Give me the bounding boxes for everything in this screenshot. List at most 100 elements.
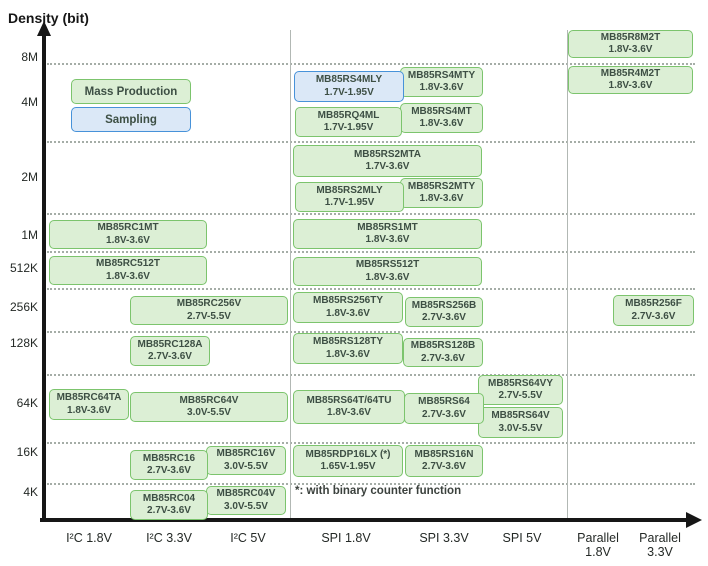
y-axis-line	[42, 34, 46, 522]
product-name: MB85RS64V	[491, 410, 550, 422]
product-box: MB85RC256V 2.7V-5.5V	[130, 296, 288, 325]
product-name: MB85RS1MT	[357, 221, 418, 233]
footnote: *: with binary counter function	[295, 485, 462, 497]
product-box: MB85RC512T 1.8V-3.6V	[49, 256, 207, 285]
product-voltage: 2.7V-3.6V	[422, 312, 466, 323]
product-box: MB85R256F 2.7V-3.6V	[613, 295, 694, 326]
product-box: MB85RS2MLY 1.7V-1.95V	[295, 182, 404, 212]
y-tick-label: 2M	[21, 170, 38, 184]
x-tick-label: Parallel 1.8V	[577, 531, 619, 560]
product-voltage: 1.7V-3.6V	[365, 161, 410, 172]
product-box: MB85RS256B 2.7V-3.6V	[405, 297, 483, 327]
density-gridline	[47, 374, 695, 376]
product-box: MB85RC64TA 1.8V-3.6V	[49, 389, 129, 420]
chart-title: Density (bit)	[8, 10, 89, 26]
product-voltage: 1.7V-1.95V	[324, 197, 375, 208]
y-tick-label: 8M	[21, 50, 38, 64]
density-gridline	[47, 442, 695, 444]
product-name: MB85RS4MT	[411, 105, 472, 117]
product-name: MB85RDP16LX (*)	[305, 448, 391, 460]
product-box: MB85RC04V 3.0V-5.5V	[206, 486, 286, 515]
product-box: MB85RC64V 3.0V-5.5V	[130, 392, 288, 422]
y-tick-label: 16K	[16, 445, 38, 459]
product-box: MB85RC1MT 1.8V-3.6V	[49, 220, 207, 249]
product-name: MB85RS64	[418, 396, 470, 408]
product-name: MB85RQ4ML	[317, 109, 380, 121]
x-tick-label: SPI 3.3V	[419, 531, 469, 545]
product-voltage: 1.8V-3.6V	[608, 80, 653, 91]
product-voltage: 1.8V-3.6V	[106, 234, 150, 246]
product-name: MB85RS2MTA	[353, 148, 422, 160]
density-gridline	[47, 213, 695, 215]
x-tick-label: SPI 1.8V	[321, 531, 371, 545]
product-box: MB85RS64 2.7V-3.6V	[404, 393, 484, 424]
product-name: MB85RS512T	[355, 259, 420, 271]
product-box: MB85RS512T 1.8V-3.6V	[293, 257, 482, 286]
product-voltage: 2.7V-3.6V	[147, 505, 191, 516]
product-name: MB85RC1MT	[97, 222, 159, 234]
product-voltage: 2.7V-3.6V	[148, 351, 192, 362]
product-voltage: 1.8V-3.6V	[327, 407, 371, 418]
y-tick-label: 64K	[16, 396, 38, 410]
legend-mass-production-label: Mass Production	[84, 85, 178, 98]
y-tick-label: 256K	[9, 300, 38, 314]
product-box: MB85RS1MT 1.8V-3.6V	[293, 219, 482, 249]
x-axis-line	[40, 518, 686, 522]
product-name: MB85RC128A	[137, 338, 203, 350]
product-box: MB85RC16 2.7V-3.6V	[130, 450, 208, 480]
product-voltage: 3.0V-5.5V	[224, 500, 268, 512]
product-voltage: 1.8V-3.6V	[67, 404, 111, 416]
product-name: MB85RS128TY	[312, 336, 384, 348]
product-box: MB85RS128TY 1.8V-3.6V	[293, 333, 403, 364]
product-box: MB85RS2MTY 1.8V-3.6V	[400, 178, 483, 208]
product-box: MB85RS64T/64TU 1.8V-3.6V	[293, 390, 405, 424]
product-voltage: 3.0V-5.5V	[224, 460, 268, 472]
y-tick-label: 128K	[9, 336, 38, 350]
product-voltage: 1.8V-3.6V	[326, 307, 370, 319]
product-box: MB85RS16N 2.7V-3.6V	[405, 445, 483, 477]
product-name: MB85RS128B	[410, 340, 476, 352]
density-gridline	[47, 63, 695, 65]
product-name: MB85RC04	[142, 492, 196, 504]
y-tick-label: 512K	[9, 261, 38, 275]
product-voltage: 2.7V-5.5V	[498, 390, 543, 401]
product-voltage: 1.8V-3.6V	[365, 234, 410, 245]
x-tick-label: I²C 1.8V	[66, 531, 112, 545]
product-name: MB85RS4MTY	[407, 69, 476, 81]
x-tick-label: I²C 3.3V	[146, 531, 192, 545]
product-voltage: 1.65V-1.95V	[320, 461, 376, 472]
product-box: MB85RS4MT 1.8V-3.6V	[400, 103, 483, 133]
product-name: MB85RC16V	[216, 448, 276, 460]
product-voltage: 2.7V-3.6V	[421, 352, 465, 364]
product-voltage: 3.0V-5.5V	[187, 407, 231, 418]
product-box: MB85RS64VY 2.7V-5.5V	[478, 375, 563, 405]
product-voltage: 1.8V-3.6V	[419, 193, 464, 204]
product-name: MB85RC512T	[96, 258, 160, 270]
product-name: MB85RS2MLY	[316, 184, 383, 196]
product-voltage: 2.7V-5.5V	[187, 310, 231, 322]
legend-mass-production: Mass Production	[71, 79, 191, 104]
product-voltage: 1.8V-3.6V	[106, 270, 150, 282]
density-gridline	[47, 141, 695, 143]
product-voltage: 2.7V-3.6V	[147, 465, 191, 476]
density-gridline	[47, 483, 695, 485]
product-box: MB85R8M2T 1.8V-3.6V	[568, 30, 693, 58]
product-name: MB85RC16	[142, 452, 196, 464]
product-name: MB85RC256V	[176, 298, 242, 310]
product-box: MB85RS256TY 1.8V-3.6V	[293, 292, 403, 323]
product-voltage: 2.7V-3.6V	[422, 461, 466, 472]
product-name: MB85R256F	[625, 298, 682, 310]
product-voltage: 1.8V-3.6V	[326, 348, 370, 360]
product-box: MB85RC128A 2.7V-3.6V	[130, 336, 210, 366]
legend-sampling-label: Sampling	[105, 113, 157, 126]
product-name: MB85RS256B	[411, 299, 477, 311]
x-tick-label: Parallel 3.3V	[639, 531, 681, 560]
product-name: MB85RS2MTY	[407, 180, 476, 192]
product-box: MB85RS64V 3.0V-5.5V	[478, 407, 563, 438]
product-name: MB85RS4MLY	[315, 74, 383, 86]
density-gridline	[47, 331, 695, 333]
product-voltage: 3.0V-5.5V	[498, 422, 543, 434]
product-name: MB85RS256TY	[312, 295, 384, 307]
y-tick-label: 4M	[21, 95, 38, 109]
product-voltage: 2.7V-3.6V	[631, 310, 676, 322]
